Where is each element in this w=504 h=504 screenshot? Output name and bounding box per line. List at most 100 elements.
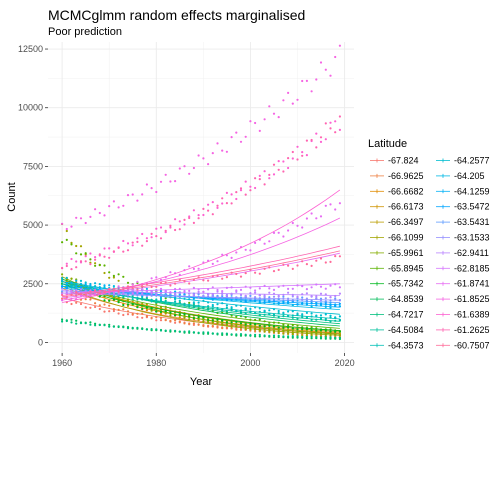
data-point xyxy=(188,172,191,175)
data-point xyxy=(329,306,332,309)
data-point xyxy=(263,242,266,245)
data-point xyxy=(159,329,163,332)
data-point xyxy=(183,304,186,307)
data-point xyxy=(183,165,186,168)
data-point xyxy=(178,167,181,170)
data-point xyxy=(169,329,172,332)
data-point xyxy=(117,273,120,276)
data-point xyxy=(126,303,130,306)
data-point xyxy=(94,285,97,288)
data-point xyxy=(216,303,219,306)
data-point xyxy=(79,322,83,325)
data-point xyxy=(159,319,163,322)
data-point xyxy=(117,301,120,304)
legend-item: -66.6173 xyxy=(370,202,424,212)
data-point xyxy=(145,315,148,318)
data-point xyxy=(108,271,111,274)
data-point xyxy=(230,296,233,299)
data-point xyxy=(310,299,313,302)
legend-item: -64.8539 xyxy=(370,294,424,304)
data-point xyxy=(310,295,313,298)
data-point xyxy=(155,316,158,319)
data-point xyxy=(225,294,228,297)
legend-item: -67.824 xyxy=(370,156,419,166)
data-point xyxy=(301,154,304,157)
data-point xyxy=(155,276,158,279)
data-point xyxy=(258,294,261,297)
data-point xyxy=(150,300,153,303)
data-point xyxy=(334,333,337,336)
data-point xyxy=(108,256,111,259)
data-point xyxy=(296,145,299,148)
data-point xyxy=(103,264,106,267)
data-point xyxy=(70,225,73,228)
data-point xyxy=(164,310,167,313)
data-point xyxy=(268,334,271,337)
data-point xyxy=(249,328,252,331)
data-point xyxy=(334,131,337,134)
legend-label: -62.8185 xyxy=(454,263,490,273)
data-point xyxy=(202,331,205,334)
data-point xyxy=(98,295,101,298)
data-point xyxy=(287,310,290,313)
data-point xyxy=(254,186,257,190)
data-point xyxy=(131,312,134,315)
data-point xyxy=(94,302,97,305)
x-tick-label: 2000 xyxy=(240,358,260,368)
data-point xyxy=(310,335,313,338)
data-point xyxy=(319,299,323,302)
data-point xyxy=(117,312,120,315)
data-point xyxy=(263,170,266,173)
data-point xyxy=(216,296,219,299)
data-point xyxy=(197,301,200,304)
data-point xyxy=(75,291,78,294)
data-point xyxy=(277,321,280,324)
data-point xyxy=(282,332,285,335)
data-point xyxy=(70,290,73,293)
legend-item: -66.9625 xyxy=(370,171,424,181)
data-point xyxy=(174,296,177,299)
data-point xyxy=(263,294,266,297)
data-point xyxy=(291,287,294,290)
data-point xyxy=(301,331,304,334)
data-point xyxy=(70,318,73,321)
data-point xyxy=(338,334,341,337)
data-point xyxy=(207,305,210,308)
data-point xyxy=(89,321,92,324)
data-point xyxy=(169,226,172,229)
data-point xyxy=(277,312,280,315)
data-point xyxy=(164,281,167,284)
data-point xyxy=(211,307,214,310)
data-point xyxy=(126,194,130,197)
data-point xyxy=(159,316,163,319)
data-point xyxy=(310,318,313,321)
data-point xyxy=(183,322,186,325)
data-point xyxy=(249,268,252,271)
legend-item: -63.5431 xyxy=(436,217,490,227)
data-point xyxy=(324,287,327,290)
data-point xyxy=(263,296,266,299)
data-point xyxy=(216,318,219,321)
data-point xyxy=(174,304,177,307)
data-point xyxy=(282,329,285,332)
legend-item: -63.1533 xyxy=(436,233,490,243)
data-point xyxy=(122,239,125,243)
data-point xyxy=(131,294,134,298)
data-point xyxy=(192,297,195,300)
chart-subtitle: Poor prediction xyxy=(48,26,122,38)
data-point xyxy=(94,324,97,327)
data-point xyxy=(159,237,163,240)
data-point xyxy=(159,180,163,183)
data-point xyxy=(254,289,257,292)
data-point xyxy=(192,209,195,212)
legend-item: -66.1099 xyxy=(370,233,424,243)
data-point xyxy=(70,243,73,246)
data-point xyxy=(291,102,294,105)
data-point xyxy=(225,150,228,153)
data-point xyxy=(291,267,294,270)
data-point xyxy=(263,118,266,121)
data-point xyxy=(103,214,106,217)
legend-label: -66.1099 xyxy=(388,233,424,243)
data-point xyxy=(216,206,219,209)
data-point xyxy=(249,120,252,123)
